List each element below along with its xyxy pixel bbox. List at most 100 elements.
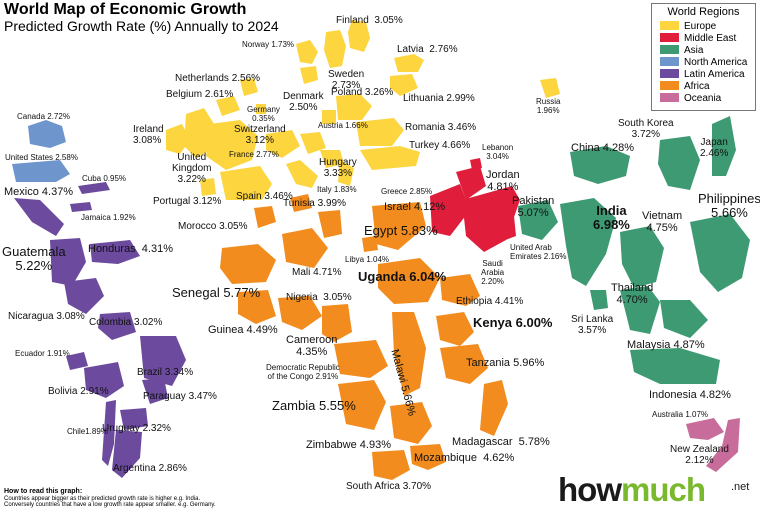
shape-israel [430, 184, 470, 236]
shape-usa [12, 160, 70, 182]
shape-uganda [378, 258, 440, 304]
shape-poland [336, 94, 372, 120]
legend-swatch [660, 69, 679, 78]
label-kenya: Kenya 6.00% [473, 315, 553, 330]
label-russia: Russia 1.96% [536, 97, 561, 115]
label-netherlands: Netherlands 2.56% [175, 73, 261, 84]
label-mexico: Mexico 4.37% [4, 186, 74, 198]
label-tunisia: Tunisia 3.99% [283, 198, 346, 209]
shape-netherlands [240, 78, 258, 96]
shape-balkans [320, 150, 344, 168]
shape-latvia [394, 54, 424, 72]
label-ecuador: Ecuador 1.91% [15, 349, 70, 358]
shape-ecuador [66, 352, 88, 370]
shape-tunisia [290, 194, 312, 212]
howto-text: Countries appear bigger as their predict… [4, 496, 216, 508]
label-bolivia: Bolivia 2.91% [48, 386, 109, 397]
shape-south-africa [372, 450, 410, 480]
shape-tanzania [440, 344, 488, 384]
label-new-zealand: New Zealand 2.12% [670, 444, 729, 466]
legend-swatch [660, 33, 679, 42]
shape-ethiopia [440, 274, 480, 306]
shape-finland [348, 20, 370, 52]
label-zimbabwe: Zimbabwe 4.93% [306, 439, 391, 451]
shape-portugal [200, 178, 216, 196]
shape-philippines [690, 214, 750, 292]
shape-sri-lanka [590, 290, 608, 310]
shape-malawi [392, 312, 426, 396]
label-china: China 4.28% [571, 142, 634, 154]
label-ireland: Ireland 3.08% [133, 124, 164, 146]
label-turkey: Turkey 4.66% [409, 140, 471, 151]
label-lebanon: Lebanon 3.04% [482, 143, 514, 161]
label-belgium: Belgium 2.61% [166, 89, 234, 100]
label-vietnam: Vietnam 4.75% [642, 210, 683, 234]
label-norway: Norway 1.73% [242, 40, 295, 49]
label-paraguay: Paraguay 3.47% [143, 391, 217, 402]
label-libya: Libya 1.04% [345, 255, 390, 264]
label-uganda: Uganda 6.04% [358, 269, 447, 284]
legend-label: Oceania [684, 93, 722, 104]
label-uk: United Kingdom 3.22% [172, 152, 212, 185]
label-latvia: Latvia 2.76% [397, 44, 458, 55]
shape-spain [220, 166, 272, 200]
africa-shapes [220, 194, 508, 480]
howto-line-1: Countries appear bigger as their predict… [4, 496, 201, 502]
legend-swatch [660, 57, 679, 66]
label-italy: Italy 1.83% [317, 185, 357, 194]
shape-guatemala [50, 238, 86, 286]
label-france: France 2.77% [229, 150, 279, 159]
asia-shapes [518, 116, 750, 384]
label-hungary: Hungary 3.33% [319, 157, 357, 179]
label-usa: United States 2.58% [5, 153, 78, 162]
shape-zimbabwe [390, 402, 432, 444]
label-philippines: Philippines 5.66% [698, 191, 760, 220]
label-finland: Finland 3.05% [336, 15, 403, 26]
legend-title: World Regions [667, 6, 740, 18]
label-jordan: Jordan 4.81% [486, 169, 520, 193]
shape-jordan [456, 166, 486, 200]
label-honduras: Honduras 4.31% [88, 243, 173, 255]
shape-uae [494, 216, 516, 242]
shape-kenya [436, 312, 474, 346]
shape-argentina [112, 430, 142, 478]
shape-guinea [238, 290, 276, 324]
shape-jamaica [70, 202, 92, 212]
howto-title: How to read this graph: [4, 488, 83, 495]
label-australia: Australia 1.07% [652, 410, 709, 419]
label-south-africa: South Africa 3.70% [346, 481, 432, 492]
shape-ireland [166, 124, 190, 154]
legend-item-africa: Africa [660, 81, 710, 93]
label-portugal: Portugal 3.12% [153, 196, 222, 207]
label-south-korea: South Korea 3.72% [618, 118, 674, 140]
label-jamaica: Jamaica 1.92% [81, 213, 136, 222]
label-cuba: Cuba 0.95% [82, 174, 127, 183]
label-nigeria: Nigeria 3.05% [286, 292, 352, 303]
shape-malaysia [660, 300, 708, 338]
shape-sweden [324, 30, 346, 68]
legend-swatch [660, 93, 679, 102]
shape-japan [712, 116, 736, 176]
label-brazil: Brazil 3.34% [137, 367, 194, 378]
shape-cuba [78, 182, 110, 194]
map-subtitle: Predicted Growth Rate (%) Annually to 20… [4, 18, 279, 34]
shape-italy [286, 160, 318, 188]
legend-label: North America [684, 57, 748, 68]
shape-zambia [338, 380, 386, 430]
label-cameroon: Cameroon 4.35% [286, 334, 338, 358]
legend-label: Middle East [684, 33, 737, 44]
label-ethiopia: Ethiopia 4.41% [456, 296, 524, 307]
label-uae: United Arab Emirates 2.16% [510, 243, 567, 261]
shape-south-korea [658, 136, 700, 190]
logo-suffix: .net [731, 481, 750, 493]
label-thailand: Thailand 4.70% [611, 282, 654, 306]
shape-pakistan [518, 200, 558, 240]
label-uruguay: Uruguay 2.32% [102, 423, 171, 434]
shape-austria [322, 110, 336, 124]
shape-lithuania [390, 74, 418, 96]
shape-new-zealand [706, 418, 740, 472]
label-madagascar: Madagascar 5.78% [452, 436, 550, 448]
label-india: India 6.98% [593, 203, 630, 232]
